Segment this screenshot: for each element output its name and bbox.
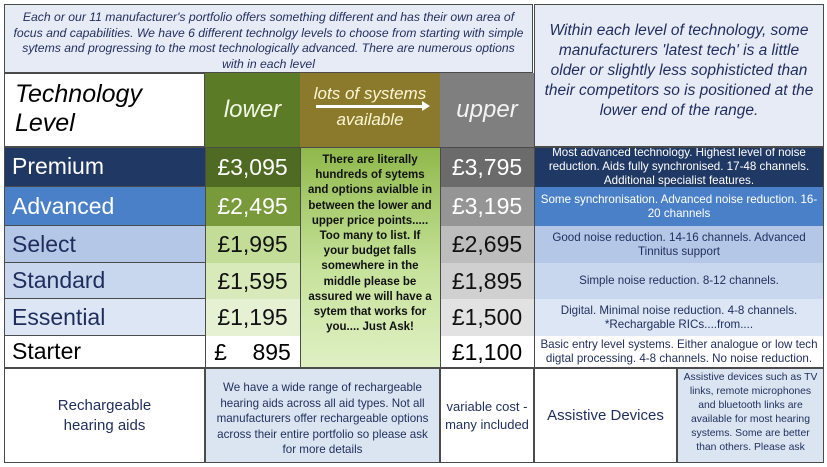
intro-text-right: Within each level of technology, some ma…: [534, 4, 824, 147]
upper-price-select: £2,695: [440, 226, 534, 263]
upper-price-standard: £1,895: [440, 263, 534, 299]
intro-text-left: Each or our 11 manufacturer's portfolio …: [4, 4, 533, 73]
level-name-starter: Starter: [4, 336, 205, 368]
divider: [440, 147, 441, 368]
lower-price-select: £1,995: [205, 226, 300, 263]
divider: [205, 147, 206, 368]
desc-essential: Digital. Minimal noise reduction. 4-8 ch…: [534, 299, 824, 336]
desc-starter: Basic entry level systems. Either analog…: [534, 336, 824, 368]
desc-premium: Most advanced technology. Highest level …: [534, 146, 824, 187]
lower-price-essential: £1,195: [205, 299, 300, 336]
divider: [534, 147, 535, 368]
lower-price-standard: £1,595: [205, 263, 300, 299]
lower-price-advanced: £2,495: [205, 187, 300, 226]
desc-select: Good noise reduction. 14-16 channels. Ad…: [534, 226, 824, 263]
level-name-select: Select: [4, 226, 205, 263]
rechargeable-title: Rechargeable hearing aids: [4, 368, 205, 463]
upper-price-advanced: £3,195: [440, 187, 534, 226]
technology-level-heading: Technology Level: [4, 73, 205, 147]
variable-cost: variable cost - many included: [440, 368, 534, 463]
upper-price-starter: £1,100: [440, 336, 534, 368]
assistive-devices-desc: Assistive devices such as TV links, remo…: [677, 368, 824, 463]
level-name-advanced: Advanced: [4, 187, 205, 226]
desc-standard: Simple noise reduction. 8-12 channels.: [534, 263, 824, 299]
rechargeable-desc: We have a wide range of rechargeable hea…: [205, 368, 440, 463]
divider: [300, 147, 301, 368]
upper-price-heading: upper: [440, 73, 534, 147]
middle-heading: lots of systems available: [300, 73, 440, 147]
lower-price-heading: lower: [205, 73, 300, 147]
level-name-premium: Premium: [4, 147, 205, 187]
level-name-essential: Essential: [4, 299, 205, 336]
middle-heading-top: lots of systems: [313, 84, 427, 103]
assistive-devices-title: Assistive Devices: [534, 368, 677, 463]
middle-info-text: There are literally hundreds of sytems a…: [300, 147, 440, 368]
upper-price-essential: £1,500: [440, 299, 534, 336]
middle-heading-bottom: available: [336, 110, 404, 129]
lower-price-premium: £3,095: [205, 147, 300, 187]
lower-price-starter: £ 895: [205, 336, 300, 368]
arrow-right-icon: [316, 101, 430, 111]
upper-price-premium: £3,795: [440, 147, 534, 187]
desc-advanced: Some synchronisation. Advanced noise red…: [534, 187, 824, 226]
level-name-standard: Standard: [4, 263, 205, 299]
